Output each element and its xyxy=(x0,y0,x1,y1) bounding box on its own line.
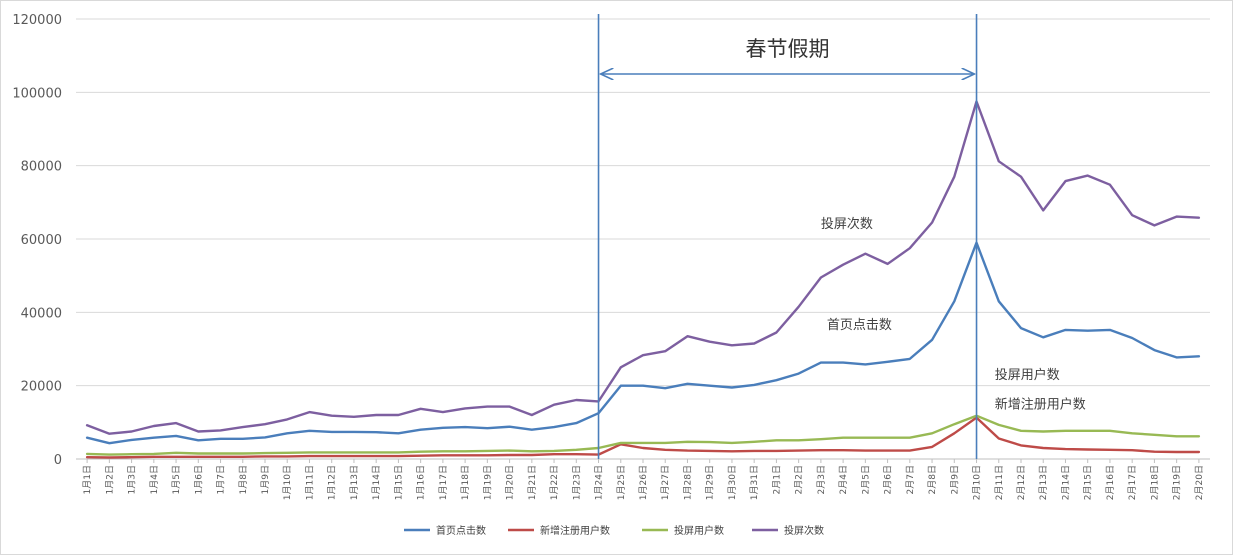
x-tick-label: 1月4日 xyxy=(149,465,160,494)
series-annotation: 投屏次数 xyxy=(821,216,873,232)
y-tick-label: 20000 xyxy=(21,380,62,395)
x-tick-label: 1月21日 xyxy=(527,465,538,500)
y-tick-label: 100000 xyxy=(12,86,62,101)
x-tick-label: 2月18日 xyxy=(1149,465,1160,500)
x-tick-label: 2月1日 xyxy=(771,465,782,494)
y-tick-label: 120000 xyxy=(12,13,62,28)
x-tick-label: 2月7日 xyxy=(905,465,916,494)
x-tick-label: 2月2日 xyxy=(794,465,805,494)
x-tick-label: 1月17日 xyxy=(438,465,449,500)
series-line-2 xyxy=(85,416,1201,459)
x-tick-label: 1月25日 xyxy=(616,465,627,500)
x-tick-label: 1月22日 xyxy=(549,465,560,500)
x-tick-label: 1月1日 xyxy=(82,465,93,494)
x-axis-ticks: 1月1日 1月2日 1月3日 1月4日 1月5日 1月6日 1月7日 1月8日 1月9日 1月10… xyxy=(82,459,1205,500)
x-tick-label: 2月14日 xyxy=(1060,465,1071,500)
x-tick-label: 1月19日 xyxy=(482,465,493,500)
holiday-label: 春节假期 xyxy=(746,37,830,61)
y-tick-label: 40000 xyxy=(21,306,62,321)
x-tick-label: 1月18日 xyxy=(460,465,471,500)
x-tick-label: 2月16日 xyxy=(1105,465,1116,500)
y-tick-label: 80000 xyxy=(21,160,62,175)
x-tick-label: 1月8日 xyxy=(238,465,249,494)
y-tick-label: 60000 xyxy=(21,233,62,248)
x-tick-label: 1月6日 xyxy=(193,465,204,494)
legend-label: 新增注册用户数 xyxy=(540,524,610,537)
x-tick-label: 1月13日 xyxy=(349,465,360,500)
x-tick-label: 2月20日 xyxy=(1194,465,1205,500)
x-tick-label: 1月23日 xyxy=(571,465,582,500)
x-tick-label: 2月10日 xyxy=(972,465,983,500)
legend-label: 投屏用户数 xyxy=(674,524,724,537)
x-tick-label: 2月13日 xyxy=(1038,465,1049,500)
x-tick-label: 1月24日 xyxy=(594,465,605,500)
x-tick-label: 1月14日 xyxy=(371,465,382,500)
x-tick-label: 1月26日 xyxy=(638,465,649,500)
x-tick-label: 1月30日 xyxy=(727,465,738,500)
x-tick-label: 1月29日 xyxy=(705,465,716,500)
x-tick-label: 1月11日 xyxy=(304,465,315,500)
series-annotation: 投屏用户数 xyxy=(995,367,1060,383)
holiday-annotation: 春节假期 xyxy=(597,14,978,459)
series-line-1 xyxy=(85,241,1201,445)
x-tick-label: 2月8日 xyxy=(927,465,938,494)
x-tick-label: 1月16日 xyxy=(416,465,427,500)
legend-label: 投屏次数 xyxy=(784,524,824,537)
x-tick-label: 2月19日 xyxy=(1172,465,1183,500)
legend-label: 首页点击数 xyxy=(436,524,486,537)
x-tick-label: 1月3日 xyxy=(127,465,138,494)
x-tick-label: 2月6日 xyxy=(883,465,894,494)
x-tick-label: 1月9日 xyxy=(260,465,271,494)
x-tick-label: 1月31日 xyxy=(749,465,760,500)
x-tick-label: 1月15日 xyxy=(393,465,404,500)
gridlines xyxy=(76,18,1210,460)
x-tick-label: 1月5日 xyxy=(171,465,182,494)
y-axis-ticks: 0 20000 40000 60000 80000 100000 120000 xyxy=(12,13,62,468)
x-tick-label: 1月12日 xyxy=(327,465,338,500)
x-tick-label: 2月12日 xyxy=(1016,465,1027,500)
x-tick-label: 2月5日 xyxy=(860,465,871,494)
series-annotation: 首页点击数 xyxy=(827,318,892,333)
x-tick-label: 2月11日 xyxy=(994,465,1005,500)
x-tick-label: 2月3日 xyxy=(816,465,827,494)
x-tick-label: 2月17日 xyxy=(1127,465,1138,500)
x-tick-label: 1月7日 xyxy=(216,465,227,494)
x-tick-label: 2月9日 xyxy=(949,465,960,494)
x-tick-label: 2月15日 xyxy=(1083,465,1094,500)
x-tick-label: 1月28日 xyxy=(682,465,693,500)
y-tick-label: 0 xyxy=(54,453,62,468)
series-layer xyxy=(85,100,1201,459)
legend: 首页点击数 新增注册用户数 投屏用户数 投屏次数 xyxy=(404,524,824,537)
x-tick-label: 1月10日 xyxy=(282,465,293,500)
x-tick-label: 2月4日 xyxy=(838,465,849,494)
x-tick-label: 1月20日 xyxy=(505,465,516,500)
series-line-4 xyxy=(85,100,1201,435)
x-tick-label: 1月2日 xyxy=(104,465,115,494)
series-annotation: 新增注册用户数 xyxy=(995,396,1086,412)
x-tick-label: 1月27日 xyxy=(660,465,671,500)
series-line-3 xyxy=(85,414,1201,456)
